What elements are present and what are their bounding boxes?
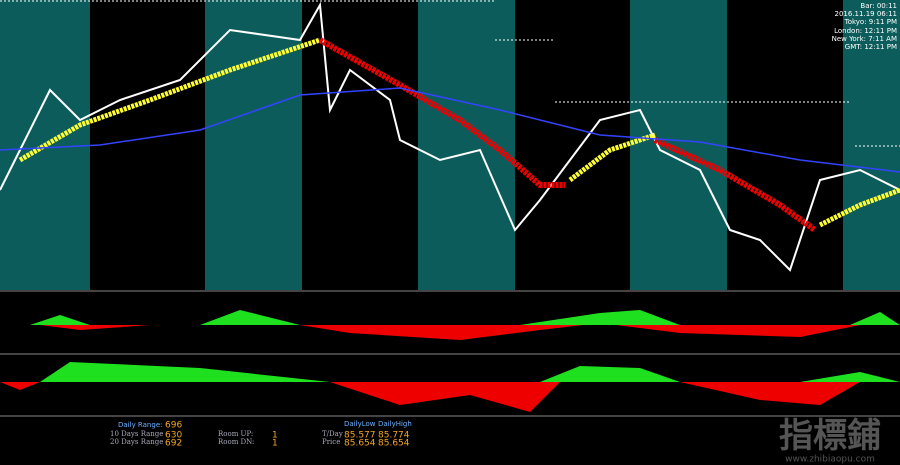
label: Price — [322, 438, 340, 446]
tokyo-time: Tokyo: 9:11 PM — [844, 18, 897, 26]
label: 20 Days Range — [110, 438, 163, 446]
label: Daily Range: — [118, 421, 162, 429]
trend-line-up — [568, 132, 656, 182]
info-panel: Daily Range: 696 10 Days Range 630 20 Da… — [110, 420, 412, 449]
watermark: 指標鋪 — [779, 416, 881, 456]
bar-time: Bar: 00:11 — [860, 2, 897, 10]
clock: Bar: 00:11 2016.11.19 06:11 Tokyo: 9:11 … — [832, 2, 897, 51]
watermark-url: www.zhibiaopu.com — [785, 455, 875, 465]
label: Room UP: — [218, 430, 253, 438]
value: 630 — [165, 431, 182, 441]
header: DailyHigh — [378, 420, 412, 428]
trend-line-down — [318, 37, 565, 188]
value: 692 — [165, 439, 182, 449]
session-bands — [0, 0, 900, 290]
value: 85.774 — [378, 431, 410, 441]
price-line — [0, 1, 900, 272]
server-time: 2016.11.19 06:11 — [835, 10, 897, 18]
oscillator-2-up — [0, 362, 900, 382]
level-lines — [0, 0, 900, 147]
oscillator-1-up — [30, 310, 900, 325]
value: 696 — [165, 421, 182, 431]
label: Room DN: — [218, 438, 254, 446]
oscillator-1 — [0, 323, 900, 340]
value: 85.654 — [378, 439, 410, 449]
trend-line — [18, 37, 321, 163]
value: 1 — [272, 439, 278, 449]
trend-line-down — [653, 137, 817, 233]
value: 85.577 — [344, 431, 376, 441]
new-york-time: New York: 7:11 AM — [832, 35, 897, 43]
label: 10 Days Range — [110, 430, 163, 438]
label: T/Day — [322, 430, 343, 438]
value: 1 — [272, 431, 278, 441]
trend-line-up — [818, 187, 900, 228]
london-time: London: 12:11 PM — [834, 27, 897, 35]
moving-average — [0, 87, 900, 173]
oscillator-2-down — [0, 382, 860, 412]
value: 85.654 — [344, 439, 376, 449]
header: DailyLow — [344, 420, 376, 428]
gmt-time: GMT: 12:11 PM — [845, 43, 897, 51]
